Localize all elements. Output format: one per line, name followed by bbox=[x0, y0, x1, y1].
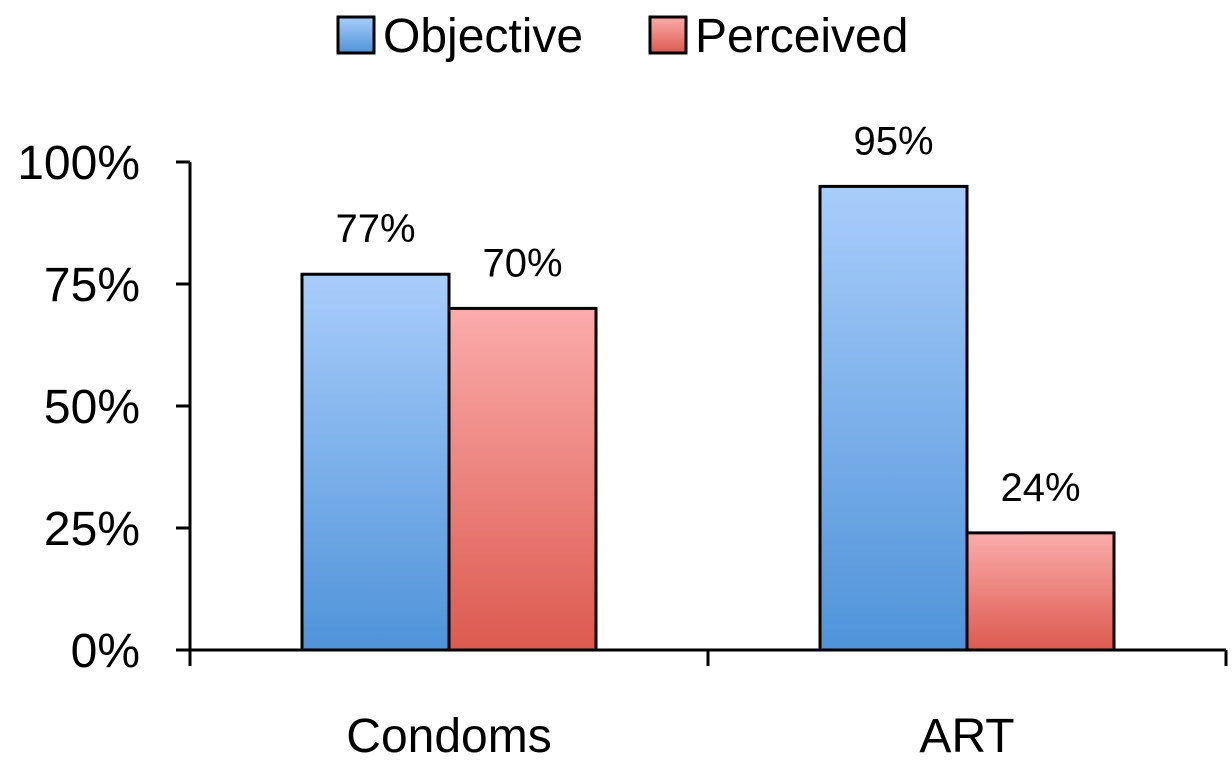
bar-perceived-condoms bbox=[447, 306, 598, 652]
legend-swatch-objective bbox=[336, 15, 376, 55]
legend: Objective Perceived bbox=[336, 10, 908, 63]
bars-group bbox=[300, 184, 1116, 652]
y-tick-label: 0% bbox=[71, 625, 140, 678]
y-tick-label: 100% bbox=[17, 137, 140, 190]
data-label-objective-condoms: 77% bbox=[335, 207, 415, 251]
legend-label-perceived: Perceived bbox=[695, 10, 908, 63]
legend-swatch-perceived bbox=[648, 15, 688, 55]
y-tick-label: 25% bbox=[44, 503, 140, 556]
data-labels-group: 77% 70% 95% 24% bbox=[335, 119, 1080, 509]
y-tick-label: 75% bbox=[44, 259, 140, 312]
data-label-perceived-condoms: 70% bbox=[482, 241, 562, 285]
data-label-perceived-art: 24% bbox=[1000, 466, 1080, 510]
bar-objective-art bbox=[818, 184, 969, 652]
data-label-objective-art: 95% bbox=[853, 119, 933, 163]
bar-objective-condoms bbox=[300, 272, 451, 652]
y-tick-label: 50% bbox=[44, 381, 140, 434]
bar-perceived-art bbox=[965, 531, 1116, 652]
x-tick-label-condoms: Condoms bbox=[346, 710, 551, 755]
x-tick-label-art: ART bbox=[919, 710, 1014, 755]
y-axis: 0% 25% 50% 75% 100% bbox=[17, 137, 192, 678]
legend-label-objective: Objective bbox=[383, 10, 583, 63]
x-axis: Condoms ART bbox=[188, 648, 1228, 760]
